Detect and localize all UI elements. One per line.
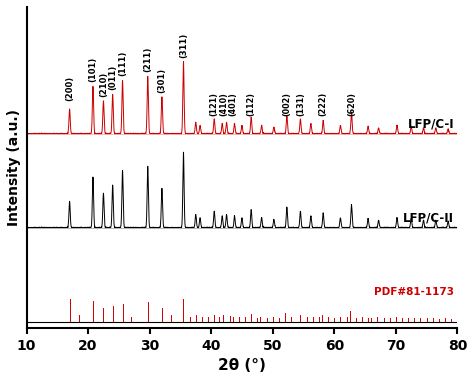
Text: (011): (011)	[108, 65, 117, 90]
Text: (200): (200)	[65, 76, 74, 101]
Text: (620): (620)	[347, 92, 356, 116]
Text: (112): (112)	[246, 92, 255, 116]
Text: (111): (111)	[118, 51, 127, 76]
Text: (131): (131)	[296, 92, 305, 116]
Text: LFP/C-I: LFP/C-I	[408, 117, 454, 130]
Text: (401): (401)	[228, 92, 237, 116]
Text: (121): (121)	[210, 92, 219, 116]
Text: PDF#81-1173: PDF#81-1173	[374, 287, 454, 297]
Text: (101): (101)	[89, 57, 98, 82]
X-axis label: 2θ (°): 2θ (°)	[218, 358, 266, 373]
Text: (311): (311)	[179, 32, 188, 58]
Text: (211): (211)	[143, 47, 152, 72]
Text: (410): (410)	[219, 92, 228, 116]
Text: (301): (301)	[157, 68, 166, 93]
Y-axis label: Intensity (a.u.): Intensity (a.u.)	[7, 109, 21, 226]
Text: (210): (210)	[99, 71, 108, 97]
Text: (002): (002)	[283, 92, 292, 116]
Text: LFP/C-II: LFP/C-II	[403, 211, 454, 224]
Text: (222): (222)	[319, 91, 328, 116]
